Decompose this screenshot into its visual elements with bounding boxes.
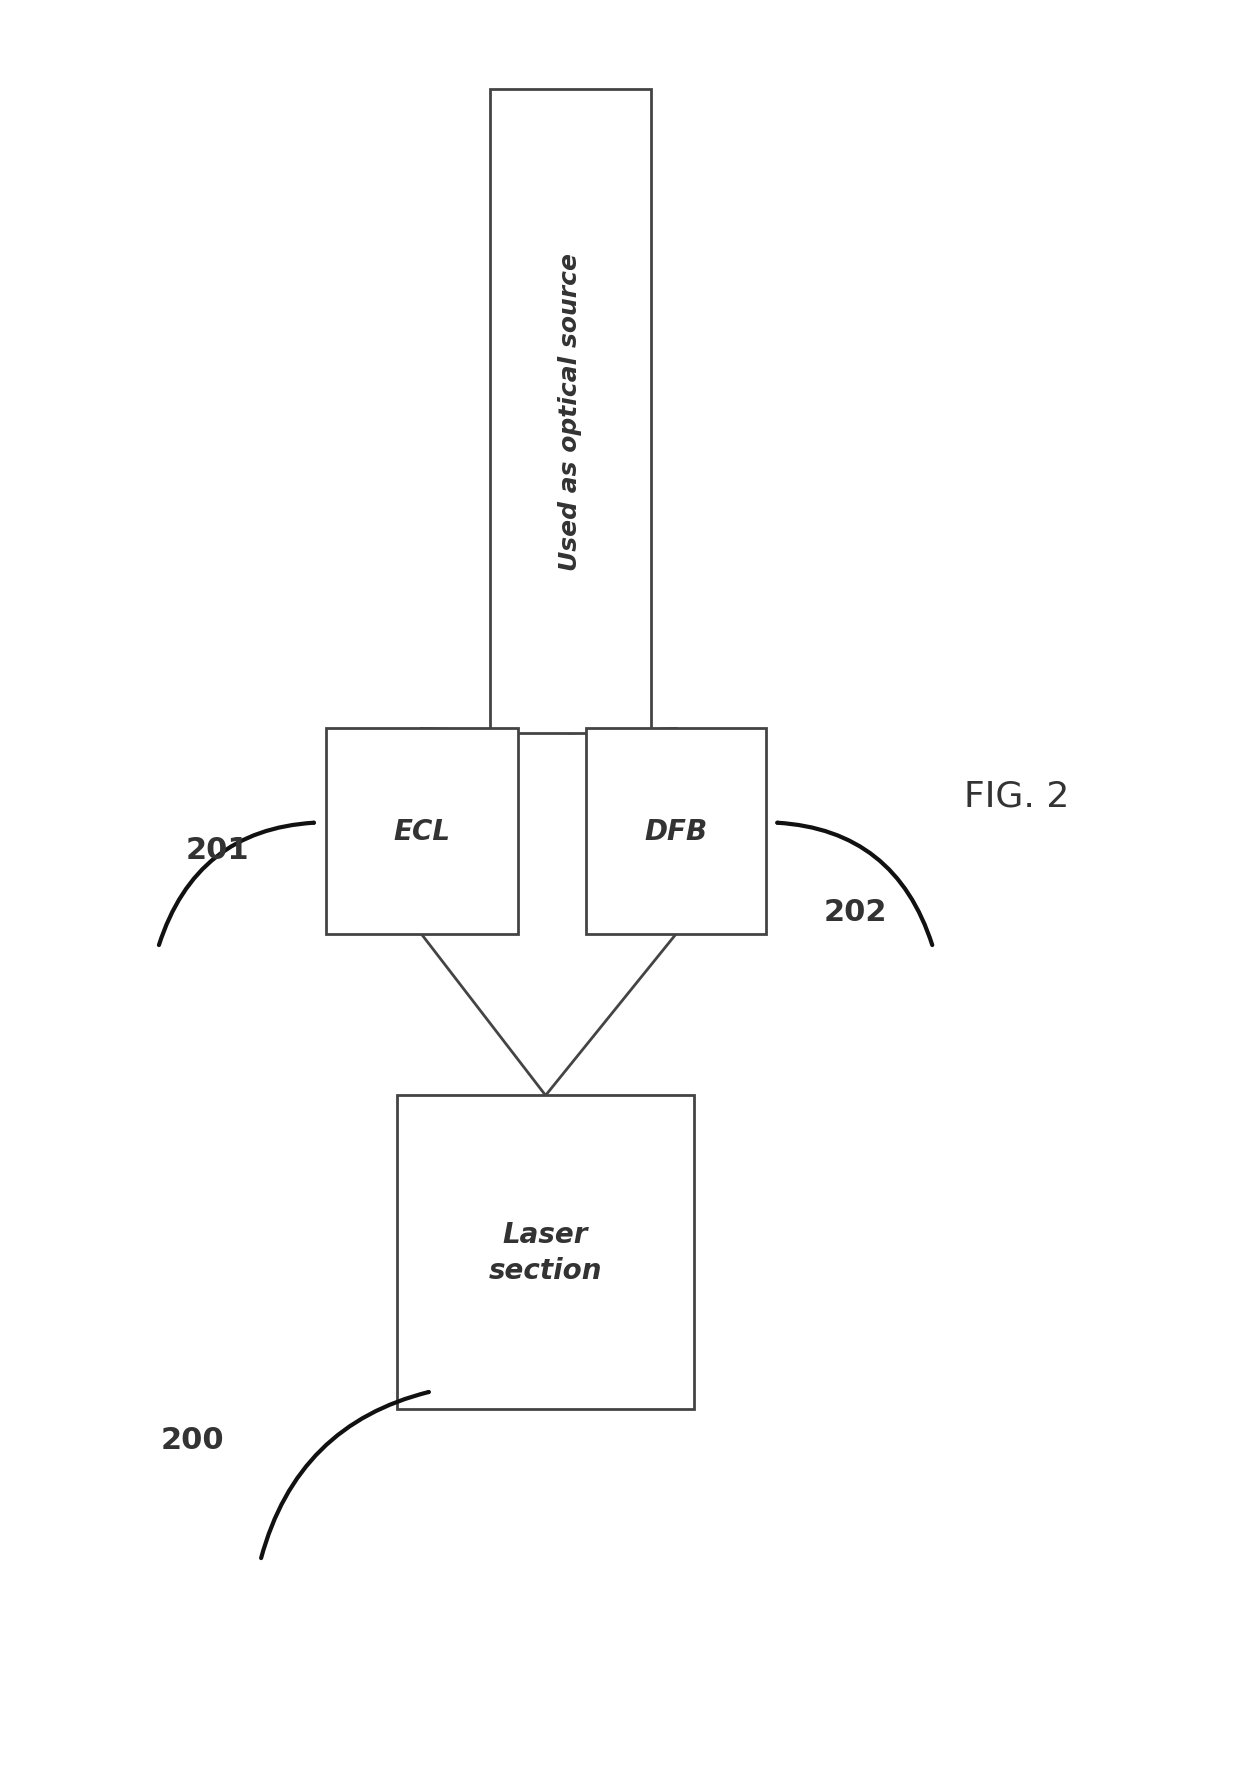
FancyArrowPatch shape [159, 823, 314, 946]
FancyBboxPatch shape [490, 89, 651, 733]
Text: FIG. 2: FIG. 2 [965, 780, 1069, 812]
Text: 201: 201 [185, 835, 249, 864]
Text: Laser
section: Laser section [489, 1220, 603, 1285]
Text: 202: 202 [823, 898, 888, 927]
Text: Used as optical source: Used as optical source [558, 252, 583, 571]
Text: 200: 200 [160, 1426, 224, 1454]
FancyBboxPatch shape [587, 730, 766, 934]
FancyArrowPatch shape [777, 823, 932, 946]
Text: DFB: DFB [645, 818, 707, 846]
FancyArrowPatch shape [262, 1392, 429, 1558]
FancyBboxPatch shape [325, 730, 517, 934]
FancyBboxPatch shape [397, 1095, 694, 1410]
Text: ECL: ECL [393, 818, 450, 846]
